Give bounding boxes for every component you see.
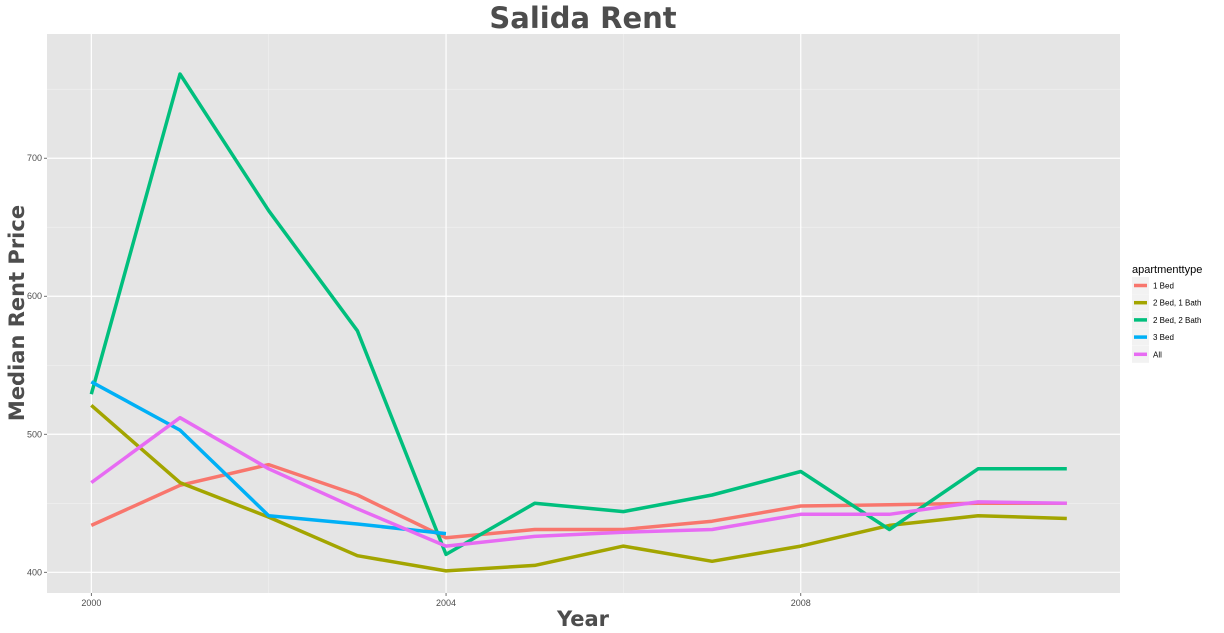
- legend-label-2-bed-2-bath: 2 Bed, 2 Bath: [1153, 316, 1201, 325]
- legend-title: apartmenttype: [1132, 264, 1202, 276]
- legend-label-1-bed: 1 Bed: [1153, 282, 1174, 291]
- x-tick-label: 2000: [81, 598, 101, 608]
- x-tick-label: 2008: [791, 598, 811, 608]
- x-axis-title: Year: [556, 607, 610, 631]
- series-line-3-bed: [90, 380, 447, 536]
- y-axis-ticks: 400 500 600 700: [27, 153, 47, 577]
- legend: apartmenttype 1 Bed 2 Bed, 1 Bath 2 Bed, 2…: [1132, 264, 1202, 363]
- chart-title: Salida Rent: [489, 1, 676, 35]
- y-tick-label: 600: [27, 291, 42, 301]
- y-tick-label: 400: [27, 567, 42, 577]
- series-line-1-bed: [90, 462, 1067, 540]
- legend-label-3-bed: 3 Bed: [1153, 333, 1174, 342]
- y-tick-label: 500: [27, 429, 42, 439]
- y-tick-label: 700: [27, 153, 42, 163]
- series-line-2-bed-1-bath: [90, 403, 1067, 573]
- y-axis-title: Median Rent Price: [5, 205, 29, 421]
- series-line-2-bed-2-bath: [89, 72, 1067, 557]
- x-axis-ticks: 2000 2004 2008: [81, 593, 811, 608]
- legend-label-all: All: [1153, 350, 1162, 359]
- x-tick-label: 2004: [436, 598, 456, 608]
- series-lines: [89, 72, 1067, 573]
- legend-label-2-bed-1-bath: 2 Bed, 1 Bath: [1153, 299, 1201, 308]
- series-line-all: [90, 415, 1067, 548]
- minor-gridlines: [47, 34, 1120, 593]
- major-gridlines: [47, 34, 1120, 593]
